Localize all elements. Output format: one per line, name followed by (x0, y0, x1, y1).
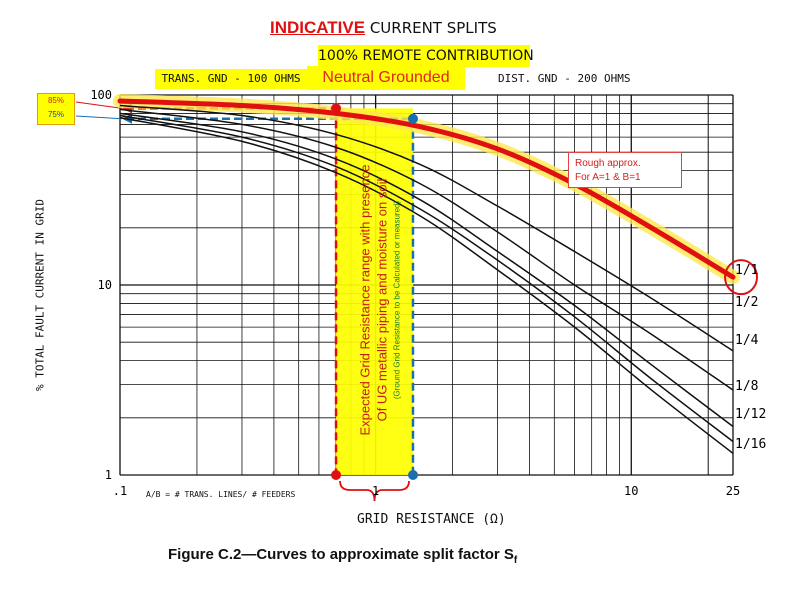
series-label: 1/2 (735, 295, 758, 310)
series-layer (113, 93, 740, 454)
caption-subscript: f (513, 555, 518, 566)
chart-subtitle: 100% REMOTE CONTRIBUTION (318, 45, 534, 67)
ab-note: A/B = # TRANS. LINES/ # FEEDERS (146, 490, 296, 499)
series-1-4-line (119, 108, 734, 391)
series-label: 1/4 (735, 333, 759, 348)
resistance-range-band (336, 108, 413, 475)
figure-caption: Figure C.2—Curves to approximate split f… (168, 546, 517, 566)
chart-title: INDICATIVE CURRENT SPLITS (270, 18, 497, 38)
rough-note-line1: Rough approx. (575, 158, 641, 169)
series-1-1-callout-circle (724, 259, 758, 296)
marks-layer (331, 103, 758, 502)
title-current-splits: CURRENT SPLITS (369, 19, 497, 37)
percent-box: 85% 75% (37, 93, 75, 125)
range-text-line2: Of UG metallic piping and moisture on so… (374, 178, 390, 422)
series-label: 1/16 (735, 437, 766, 452)
rough-approx-note: Rough approx. For A=1 & B=1 (568, 152, 682, 188)
pct75-leader (75, 115, 123, 120)
pct-85-label: 85% (47, 96, 64, 105)
caption-text: Figure C.2—Curves to approximate split f… (168, 546, 514, 563)
range-brace (339, 480, 410, 502)
range-high-top-dot (407, 113, 418, 124)
x-tick-label: 1 (372, 484, 379, 498)
series-label: 1/1 (735, 263, 758, 278)
trans-gnd-label: TRANS. GND - 100 OHMS (155, 69, 307, 89)
series-1-2-line (119, 104, 734, 352)
series-label: 1/8 (735, 379, 758, 394)
x-axis-label: GRID RESISTANCE (Ω) (357, 512, 506, 527)
x-tick-label: 25 (726, 484, 740, 498)
y-tick-label: 1 (105, 468, 112, 482)
title-indicative: INDICATIVE (270, 18, 366, 37)
y-tick-label: 10 (98, 278, 112, 292)
range-low-top-dot (331, 103, 342, 114)
y-tick-label: 100 (90, 88, 112, 102)
series-1-16-line (119, 116, 734, 454)
range-text-line1: Expected Grid Resistance range with pres… (357, 164, 373, 436)
x-tick-label: 10 (624, 484, 638, 498)
range-high-bottom-dot (407, 470, 418, 480)
series-label: 1/12 (735, 407, 766, 422)
dist-gnd-label: DIST. GND - 200 OHMS (498, 72, 631, 85)
series-1-8-line (119, 112, 734, 428)
y-axis-label: % TOTAL FAULT CURRENT IN GRID (33, 198, 47, 392)
pct85-leader (75, 101, 123, 109)
x-tick-label: .1 (113, 484, 127, 498)
pct-75-label: 75% (47, 110, 64, 119)
range-annotation: Expected Grid Resistance range with pres… (357, 165, 404, 436)
rough-note-line2: For A=1 & B=1 (575, 172, 641, 183)
series-1-12-line (119, 114, 734, 443)
neutral-grounded-label: Neutral Grounded (307, 66, 465, 90)
series-1-1-line (117, 98, 736, 280)
range-low-bottom-dot (331, 470, 342, 480)
range-text-line3: (Ground Grid Resistance to be Calculated… (392, 200, 402, 400)
